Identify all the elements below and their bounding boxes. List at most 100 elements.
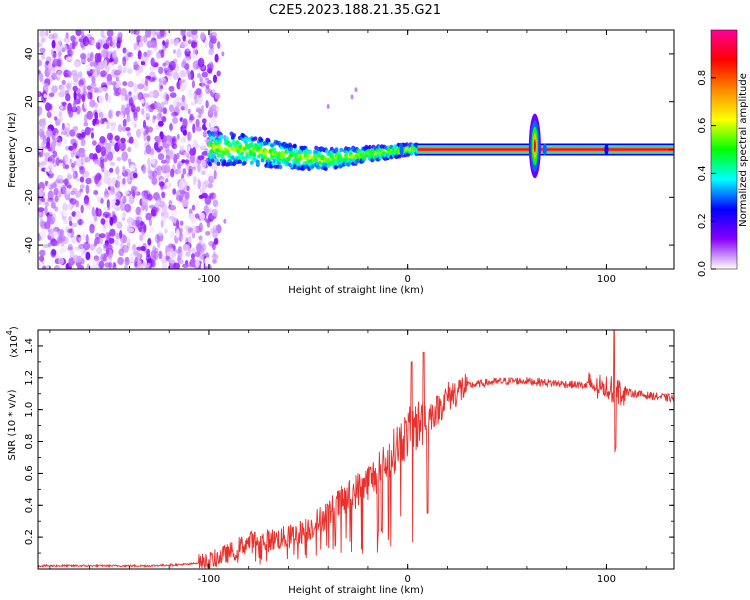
heatmap-noise-cell xyxy=(84,156,91,163)
heatmap-noise-cell xyxy=(182,263,189,268)
heatmap-noise-cell xyxy=(119,110,124,116)
heatmap-noise-cell xyxy=(168,72,172,80)
heatmap-noise-cell xyxy=(120,137,126,143)
heatmap-noise-cell xyxy=(38,210,44,218)
heatmap-noise-cell xyxy=(154,196,162,202)
heatmap-noise-cell xyxy=(38,124,43,130)
heatmap-noise-cell xyxy=(99,136,106,144)
heatmap-noise-cell xyxy=(154,141,159,151)
heatmap-noise-cell xyxy=(201,243,207,252)
heatmap-noise-cell xyxy=(127,81,134,88)
heatmap-noise-cell xyxy=(175,96,182,103)
heatmap-noise-cell xyxy=(47,147,52,152)
heatmap-noise-cell xyxy=(129,252,134,261)
heatmap-noise-cell xyxy=(102,225,106,234)
heatmap-noise-cell xyxy=(195,143,200,149)
heatmap-noise-cell xyxy=(188,36,192,44)
heatmap-noise-cell xyxy=(136,92,142,101)
heatmap-noise-cell xyxy=(160,211,164,217)
heatmap-noise-cell xyxy=(105,102,111,110)
heatmap-noise-cell xyxy=(75,177,80,182)
heatmap-noise-cell xyxy=(167,264,174,269)
heatmap-noise-cell xyxy=(58,234,66,242)
heatmap-noise-cell xyxy=(135,70,140,77)
heatmap-noise-cell xyxy=(196,95,203,105)
heatmap-noise-cell xyxy=(201,170,206,175)
heatmap-noise-cell xyxy=(147,238,152,246)
snr-x-axis-label: Height of straight line (km) xyxy=(288,585,424,596)
heatmap-noise-cell xyxy=(117,124,123,133)
heatmap-noise-cell xyxy=(38,262,41,268)
heatmap-noise-cell xyxy=(184,39,189,47)
y-tick-label: -20 xyxy=(24,189,35,205)
heatmap-noise-cell xyxy=(142,35,148,43)
heatmap-noise-cell xyxy=(91,39,97,45)
heatmap-signal-cell xyxy=(215,158,220,163)
heatmap-noise-cell xyxy=(158,82,163,92)
heatmap-noise-cell xyxy=(88,72,93,78)
heatmap-noise-cell xyxy=(59,104,64,110)
heatmap-noise-cell xyxy=(38,142,41,147)
heatmap-noise-cell xyxy=(133,112,138,122)
heatmap-noise-cell xyxy=(194,251,201,258)
heatmap-noise-cell xyxy=(161,206,167,213)
heatmap-noise-cell xyxy=(162,40,166,46)
heatmap-noise-cell xyxy=(108,261,113,269)
heatmap-noise-cell xyxy=(168,60,176,71)
heatmap-noise-cell xyxy=(52,58,60,67)
heatmap-noise-cell xyxy=(115,69,122,74)
heatmap-noise-cell xyxy=(111,39,117,49)
heatmap-noise-cell xyxy=(116,31,123,38)
heatmap-noise-cell xyxy=(67,243,73,251)
heatmap-noise-cell xyxy=(326,103,330,109)
heatmap-noise-cell xyxy=(200,141,206,149)
heatmap-noise-cell xyxy=(213,109,218,119)
heatmap-signal-cell xyxy=(255,161,260,166)
heatmap-noise-cell xyxy=(200,32,206,40)
heatmap-noise-cell xyxy=(146,258,152,264)
heatmap-noise-cell xyxy=(107,151,113,161)
heatmap-noise-cell xyxy=(47,228,55,234)
heatmap-noise-cell xyxy=(161,215,166,224)
heatmap-noise-cell xyxy=(203,204,210,215)
heatmap-noise-cell xyxy=(201,92,208,100)
heatmap-noise-cell xyxy=(166,69,173,77)
heatmap-noise-cell xyxy=(85,234,89,244)
heatmap-noise-cell xyxy=(51,85,58,94)
heatmap-noise-cell xyxy=(73,254,79,264)
heatmap-noise-cell xyxy=(119,230,123,239)
heatmap-noise-cell xyxy=(42,122,46,131)
heatmap-noise-cell xyxy=(212,242,216,251)
heatmap-signal-cell xyxy=(314,158,319,163)
heatmap-noise-cell xyxy=(178,232,184,242)
heatmap-noise-cell xyxy=(120,201,126,212)
heatmap-noise-cell xyxy=(197,163,201,173)
heatmap-noise-cell xyxy=(139,211,143,217)
heatmap-noise-cell xyxy=(223,218,227,224)
heatmap-noise-cell xyxy=(69,249,75,259)
heatmap-noise-cell xyxy=(213,193,217,200)
heatmap-noise-cell xyxy=(60,44,68,52)
colorbar-tick-label: 0.2 xyxy=(697,213,708,229)
heatmap-noise-cell xyxy=(98,94,104,104)
y-tick-label: 40 xyxy=(24,48,35,61)
heatmap-noise-cell xyxy=(70,190,76,196)
heatmap-noise-cell xyxy=(104,221,110,229)
heatmap-noise-cell xyxy=(135,106,141,112)
heatmap-noise-cell xyxy=(122,119,127,127)
heatmap-noise-cell xyxy=(150,57,155,67)
heatmap-noise-cell xyxy=(68,216,72,222)
heatmap-noise-cell xyxy=(78,218,82,226)
heatmap-noise-cell xyxy=(77,153,84,158)
heatmap-noise-cell xyxy=(72,187,78,193)
heatmap-noise-cell xyxy=(163,99,169,105)
heatmap-noise-cell xyxy=(63,139,67,144)
heatmap-noise-cell xyxy=(145,77,149,87)
heatmap-noise-cell xyxy=(136,128,141,138)
heatmap-noise-cell xyxy=(122,234,127,244)
heatmap-noise-cell xyxy=(187,235,192,245)
heatmap-noise-cell xyxy=(145,30,152,38)
heatmap-noise-cell xyxy=(140,35,145,43)
heatmap-noise-cell xyxy=(72,101,77,111)
heatmap-noise-cell xyxy=(82,36,90,47)
